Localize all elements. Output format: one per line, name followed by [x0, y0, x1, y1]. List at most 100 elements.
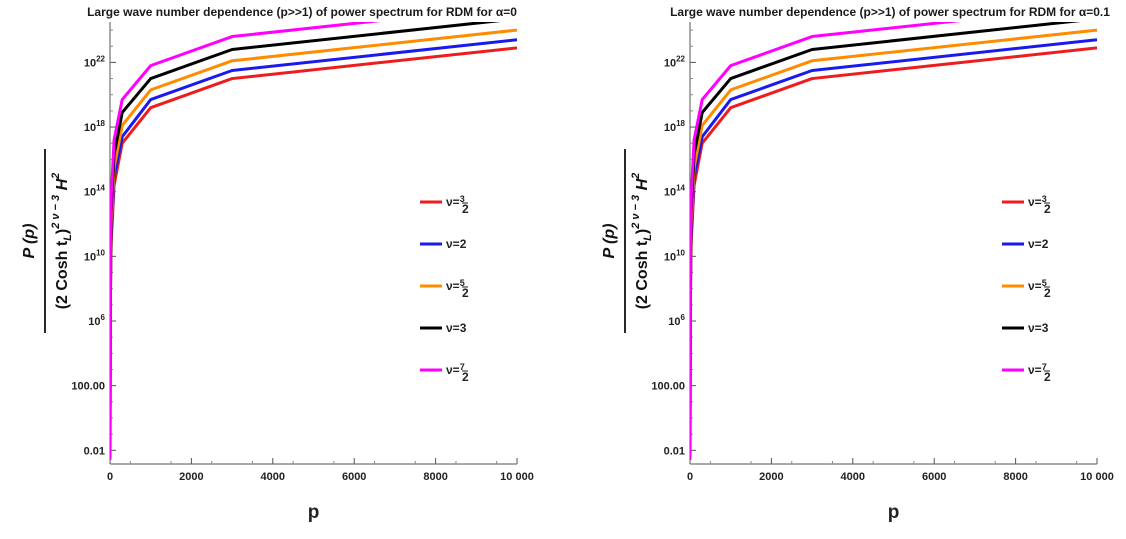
chart-alpha-0: Large wave number dependence (p>>1) of p… — [21, 5, 534, 523]
legend-prefix: ν= — [446, 279, 460, 293]
legend-prefix: ν= — [446, 237, 460, 251]
legend-label: ν=2 — [446, 237, 467, 251]
legend-item: ν=2 — [420, 237, 467, 251]
y-tick-exponent: 10 — [96, 248, 105, 257]
y-label-den-tail: H — [634, 178, 651, 194]
x-tick-label: 10 000 — [500, 471, 534, 483]
legend-frac-num: 7 — [1042, 362, 1047, 372]
legend-label: ν=3 — [1028, 194, 1047, 209]
chart-title: Large wave number dependence (p>>1) of p… — [87, 5, 517, 19]
y-tick-base: 10 — [84, 251, 96, 263]
y-tick-base: 100.00 — [651, 381, 685, 393]
legend-label: ν=2 — [1028, 237, 1049, 251]
legend-frac-den: 2 — [462, 286, 469, 300]
legend-frac-num: 7 — [460, 362, 465, 372]
y-tick-base: 10 — [84, 122, 96, 134]
y-label-den-sub: L — [62, 234, 74, 241]
y-tick-base: 10 — [664, 251, 676, 263]
legend-item: ν=3 — [1002, 321, 1049, 335]
legend-label: ν=5 — [1028, 278, 1047, 293]
y-tick-label: 100.00 — [71, 381, 105, 393]
legend-label: ν=7 — [446, 362, 465, 377]
legend-item: ν=32 — [1002, 194, 1051, 216]
y-label-den-exp: 2 ν − 3 — [630, 195, 642, 230]
y-tick-label: 1010 — [84, 248, 106, 263]
y-label-den-tail-exp: 2 — [630, 173, 642, 180]
legend: ν=32ν=2ν=52ν=3ν=72 — [1002, 194, 1051, 384]
legend-frac-num: 5 — [1042, 278, 1047, 288]
legend-item: ν=32 — [420, 194, 469, 216]
y-tick-label: 1022 — [84, 54, 106, 69]
x-tick-label: 4000 — [261, 471, 285, 483]
x-tick-label: 6000 — [342, 471, 366, 483]
legend-frac-den: 2 — [1044, 286, 1051, 300]
y-tick-base: 0.01 — [84, 445, 105, 457]
y-tick-base: 10 — [664, 122, 676, 134]
x-tick-label: 8000 — [1003, 471, 1027, 483]
legend-value: 3 — [460, 321, 467, 335]
series-group — [690, 22, 1097, 460]
y-tick-label: 1022 — [664, 54, 686, 69]
series-group — [110, 22, 517, 460]
legend: ν=32ν=2ν=52ν=3ν=72 — [420, 194, 469, 384]
y-tick-base: 0.01 — [664, 445, 685, 457]
y-axis-label: P (p) (2 Cosh tL)2 ν − 3 H2 — [601, 149, 654, 333]
y-tick-exponent: 18 — [96, 119, 105, 128]
legend-value: 2 — [460, 237, 467, 251]
legend-frac-den: 2 — [462, 202, 469, 216]
y-label-den-tail-exp: 2 — [50, 173, 62, 180]
x-tick-label: 10 000 — [1080, 471, 1114, 483]
y-axis-label: P (p) (2 Cosh tL)2 ν − 3 H2 — [21, 149, 74, 333]
y-label-numerator: P (p) — [21, 224, 38, 259]
y-tick-label: 1018 — [84, 119, 106, 134]
legend-prefix: ν= — [1028, 279, 1042, 293]
legend-label: ν=7 — [1028, 362, 1047, 377]
legend-frac-den: 2 — [1044, 202, 1051, 216]
chart-alpha-0-1: Large wave number dependence (p>>1) of p… — [601, 5, 1114, 523]
legend-frac-num: 5 — [460, 278, 465, 288]
y-tick-base: 10 — [664, 187, 676, 199]
y-label-den-base: (2 Cosh t — [54, 240, 71, 309]
y-label-den-exp: 2 ν − 3 — [50, 195, 62, 230]
legend-label: ν=3 — [446, 194, 465, 209]
legend-frac-den: 2 — [1044, 370, 1051, 384]
legend-label: ν=5 — [446, 278, 465, 293]
y-label-den-close: ) — [634, 229, 651, 234]
y-tick-base: 10 — [668, 316, 680, 328]
y-tick-base: 10 — [84, 187, 96, 199]
y-label-numerator: P (p) — [601, 224, 618, 259]
legend-prefix: ν= — [1028, 195, 1042, 209]
legend-frac-num: 3 — [460, 194, 465, 204]
y-tick-label: 1014 — [84, 184, 106, 199]
x-axis-label: p — [308, 502, 320, 523]
y-label-den-base: (2 Cosh t — [634, 240, 651, 309]
x-tick-label: 2000 — [179, 471, 203, 483]
y-label-den-close: ) — [54, 229, 71, 234]
y-label-denominator: (2 Cosh tL)2 ν − 3 H2 — [630, 173, 654, 310]
series-line-4 — [110, 22, 382, 460]
y-tick-label: 0.01 — [84, 445, 105, 457]
legend-prefix: ν= — [446, 363, 460, 377]
x-tick-label: 8000 — [423, 471, 447, 483]
x-tick-label: 6000 — [922, 471, 946, 483]
legend-label: ν=3 — [446, 321, 467, 335]
x-axis-label: p — [888, 502, 900, 523]
y-tick-exponent: 10 — [676, 248, 685, 257]
y-tick-label: 0.01 — [664, 445, 685, 457]
x-tick-label: 2000 — [759, 471, 783, 483]
legend-value: 2 — [1042, 237, 1049, 251]
y-tick-label: 100.00 — [651, 381, 685, 393]
y-tick-base: 10 — [664, 57, 676, 69]
chart-title: Large wave number dependence (p>>1) of p… — [670, 5, 1110, 19]
legend-prefix: ν= — [446, 195, 460, 209]
legend-item: ν=52 — [420, 278, 469, 300]
series-line-4 — [690, 22, 962, 460]
y-tick-exponent: 6 — [101, 313, 106, 322]
y-label-den-tail: H — [54, 178, 71, 194]
legend-prefix: ν= — [1028, 363, 1042, 377]
y-tick-base: 100.00 — [71, 381, 105, 393]
y-tick-label: 106 — [668, 313, 685, 328]
y-tick-label: 1014 — [664, 184, 686, 199]
legend-item: ν=72 — [1002, 362, 1051, 384]
